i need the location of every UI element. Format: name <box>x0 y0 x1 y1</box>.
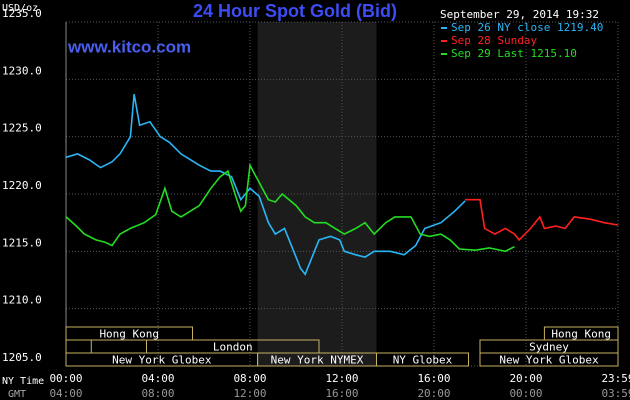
y-tick-label: 1225.0 <box>2 122 42 135</box>
x2-tick-label: 16:00 <box>325 387 358 400</box>
price-line <box>65 162 515 253</box>
y-tick-label: 1205.0 <box>2 351 42 364</box>
x2-tick-label: 00:00 <box>509 387 542 400</box>
y-tick-label: 1215.0 <box>2 236 42 249</box>
session-label: Sydney <box>529 341 569 354</box>
x-tick-label: 20:00 <box>509 372 542 385</box>
y-tick-label: 1235.0 <box>2 7 42 20</box>
chart-title: 24 Hour Spot Gold (Bid) <box>193 1 397 21</box>
session-box <box>479 352 619 367</box>
website: www.kitco.com <box>67 37 191 56</box>
x2-tick-label: 12:00 <box>233 387 266 400</box>
session-label: New York NYMEX <box>271 354 364 367</box>
highlight-band <box>257 22 377 366</box>
legend-entry: Sep 28 Sunday <box>451 34 537 47</box>
y-tick-label: 1210.0 <box>2 294 42 307</box>
x2-tick-label: 04:00 <box>49 387 82 400</box>
legend-entry: Sep 29 Last 1215.10 <box>451 47 577 60</box>
x2-tick-label: 03:59 <box>601 387 630 400</box>
session-label: London <box>213 341 253 354</box>
x-tick-label: 16:00 <box>417 372 450 385</box>
session-label: New York Globex <box>112 354 212 367</box>
x2-axis-label: GMT <box>8 389 26 400</box>
price-line <box>465 198 619 242</box>
x2-tick-label: 08:00 <box>141 387 174 400</box>
y-axis-label: USD/oz <box>2 3 38 14</box>
session-box <box>376 352 469 367</box>
session-label: Hong Kong <box>99 328 159 341</box>
x-tick-label: 23:59 <box>601 372 630 385</box>
y-tick-label: 1220.0 <box>2 179 42 192</box>
session-label: New York Globex <box>499 354 599 367</box>
x-tick-label: 12:00 <box>325 372 358 385</box>
timestamp: September 29, 2014 19:32 <box>440 8 599 21</box>
legend-entry: Sep 26 NY close 1219.40 <box>451 21 603 34</box>
y-tick-label: 1230.0 <box>2 64 42 77</box>
x-tick-label: 08:00 <box>233 372 266 385</box>
x-axis-label: NY Time <box>2 376 44 387</box>
x-tick-label: 00:00 <box>49 372 82 385</box>
x2-tick-label: 20:00 <box>417 387 450 400</box>
session-box <box>65 326 193 341</box>
session-label: Hong Kong <box>551 328 611 341</box>
price-line <box>65 94 466 276</box>
x-tick-label: 04:00 <box>141 372 174 385</box>
session-label: NY Globex <box>393 354 453 367</box>
